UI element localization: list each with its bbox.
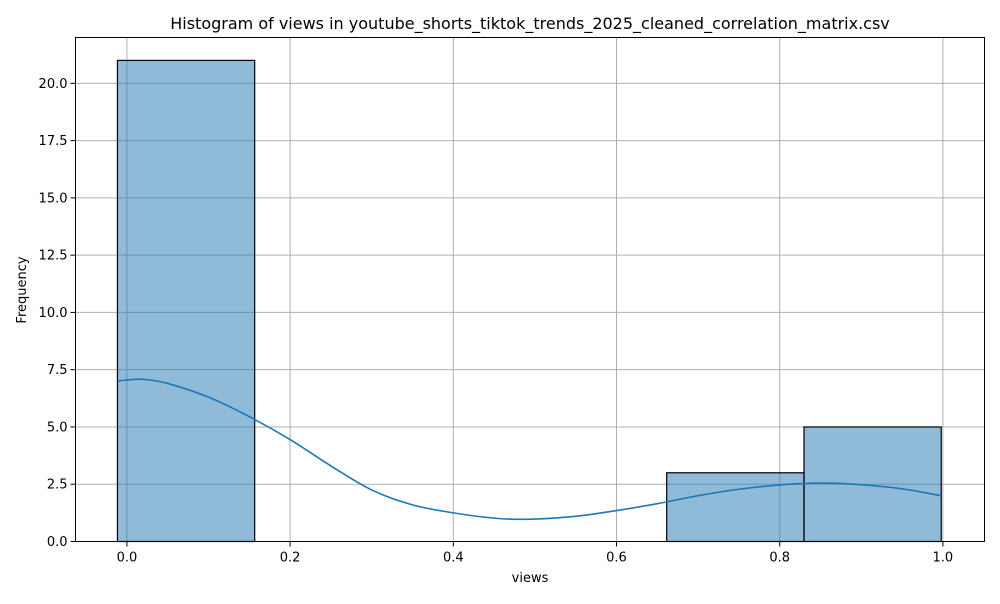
histogram-bar — [666, 472, 805, 543]
y-tick-label: 0.0 — [47, 535, 68, 550]
y-axis-label: Frequency — [15, 256, 30, 323]
y-tick-label: 15.0 — [39, 191, 68, 206]
kde-curve — [117, 378, 942, 521]
x-axis-ticks: 0.0 0.2 0.4 0.6 0.8 1.0 — [117, 541, 954, 566]
axes-frame — [75, 37, 985, 542]
histogram-bar — [116, 59, 256, 543]
kde-layer — [117, 378, 942, 521]
x-tick-label: 0.0 — [117, 551, 138, 566]
y-axis-ticks: 0.0 2.5 5.0 7.5 10.0 12.5 15.0 17.5 20.0 — [39, 77, 76, 550]
x-tick-label: 0.4 — [443, 551, 464, 566]
y-tick-label: 10.0 — [39, 306, 68, 321]
chart-title: Histogram of views in youtube_shorts_tik… — [170, 14, 890, 34]
y-tick-label: 2.5 — [47, 478, 68, 493]
histogram-bar — [803, 426, 942, 543]
x-tick-label: 0.2 — [280, 551, 301, 566]
x-axis-label: views — [512, 571, 549, 586]
x-tick-label: 0.6 — [606, 551, 627, 566]
y-tick-label: 20.0 — [39, 77, 68, 92]
bars-layer — [116, 59, 942, 543]
y-tick-label: 17.5 — [39, 134, 68, 149]
y-tick-label: 12.5 — [39, 249, 68, 264]
y-tick-label: 7.5 — [47, 363, 68, 378]
x-tick-label: 0.8 — [769, 551, 790, 566]
y-tick-label: 5.0 — [47, 420, 68, 435]
x-tick-label: 1.0 — [933, 551, 954, 566]
